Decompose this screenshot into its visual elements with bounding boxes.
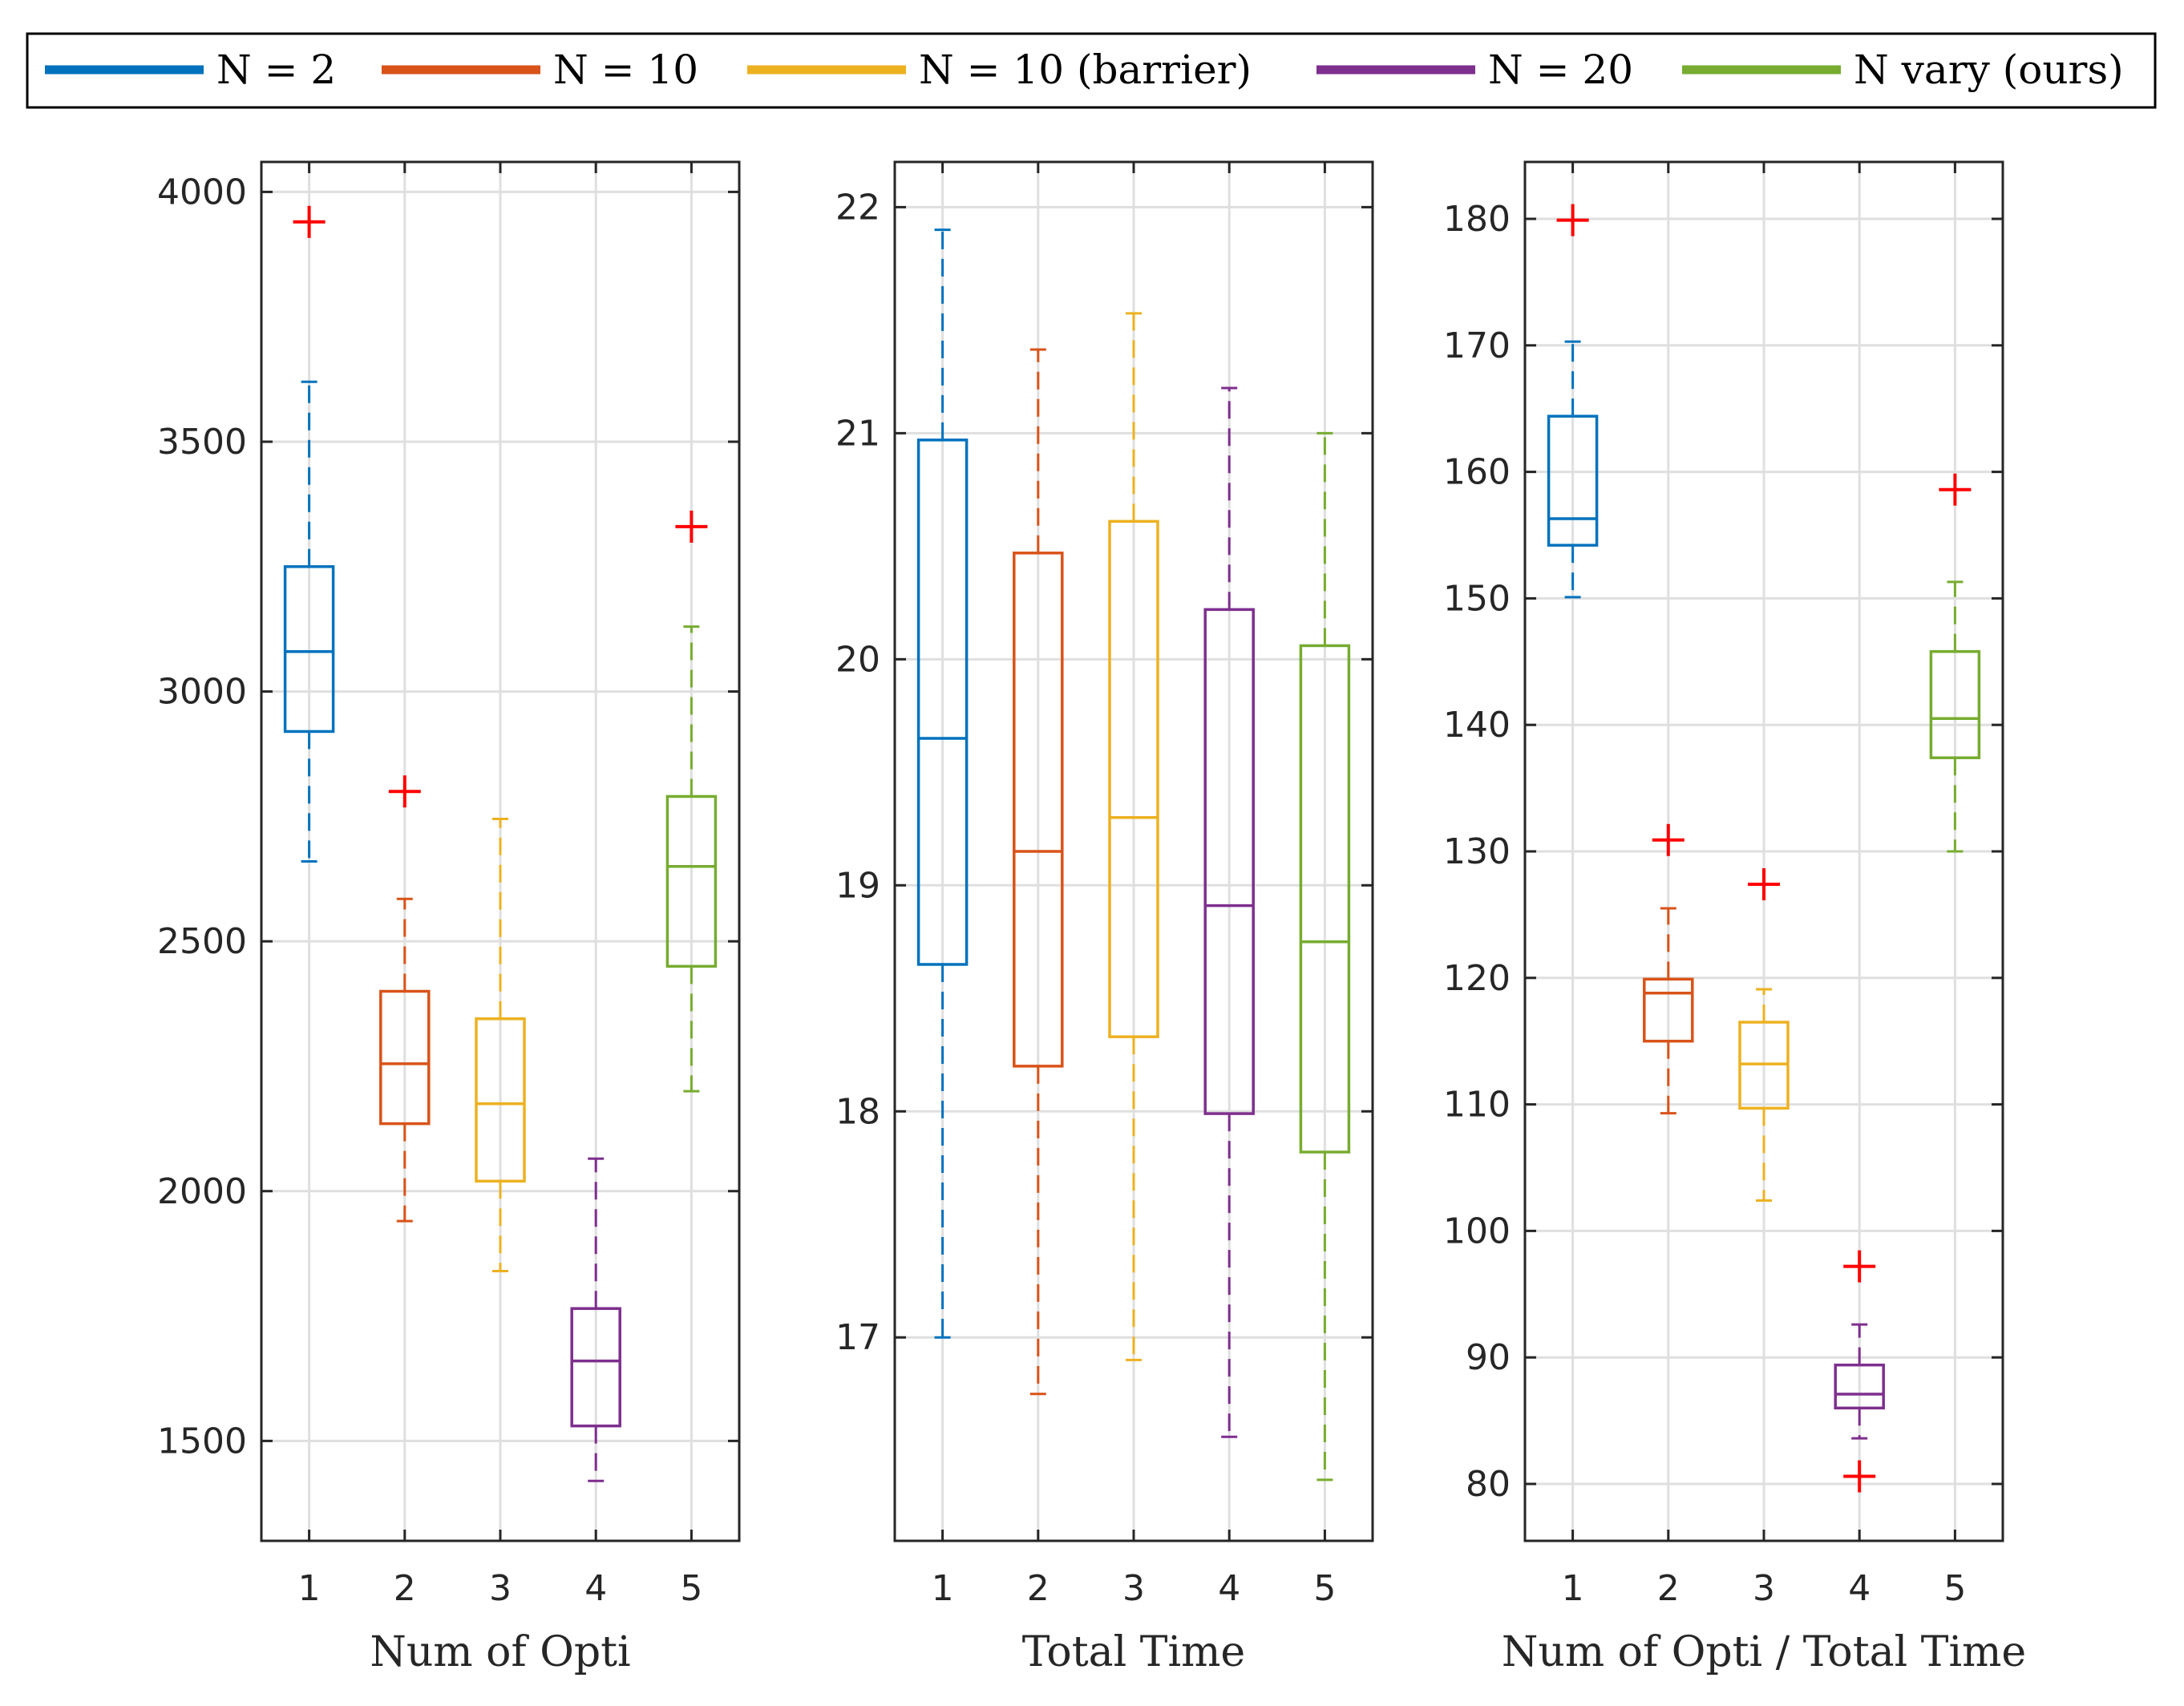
outlier-marker: [388, 775, 421, 808]
box-1: [283, 205, 335, 863]
box-1: [916, 228, 969, 1339]
outlier-marker: [675, 510, 708, 543]
y-tick-label: 19: [835, 865, 880, 906]
y-tick-label: 140: [1443, 705, 1511, 746]
panel-3: 80 90 100 110 120 130 140 150 160 170 180 1 2 3 4 5 Num …: [1443, 160, 2026, 1676]
y-tick-label: 110: [1443, 1085, 1511, 1126]
box-iqr: [1643, 977, 1694, 1043]
y-tick-label: 3000: [157, 672, 247, 713]
x-tick-label: 2: [1027, 1568, 1050, 1609]
panel-2: 17 18 19 20 21 22 1 2 3 4 5 Total Time: [835, 160, 1374, 1676]
box-iqr: [1203, 608, 1255, 1115]
x-tick-label: 2: [1657, 1568, 1680, 1609]
box-4: [1834, 1250, 1885, 1493]
box-iqr: [665, 794, 718, 968]
y-tick-label: 2500: [157, 921, 247, 962]
y-tick-label: 130: [1443, 831, 1511, 872]
y-tick-label: 4000: [157, 172, 247, 212]
box-iqr: [1013, 552, 1064, 1068]
box-2: [1013, 348, 1064, 1396]
outlier-marker: [1843, 1250, 1876, 1283]
box-iqr: [570, 1307, 621, 1428]
x-tick-label: 2: [394, 1568, 416, 1609]
legend-label-5: N vary (ours): [1854, 46, 2124, 93]
box-3: [1108, 312, 1159, 1361]
x-tick-label: 3: [1122, 1568, 1145, 1609]
y-tick-label: 160: [1443, 452, 1511, 493]
panel-1: 1500 2000 2500 3000 3500 4000 1 2 3 4 5 Num of Opti: [157, 160, 741, 1676]
box-2: [1643, 823, 1694, 1115]
x-tick-label: 4: [584, 1568, 607, 1609]
x-tick-label: 5: [1313, 1568, 1336, 1609]
box-3: [1738, 868, 1790, 1203]
y-tick-label: 17: [835, 1317, 880, 1358]
x-axis-title: Total Time: [1022, 1628, 1245, 1676]
y-tick-label: 170: [1443, 325, 1511, 366]
outlier-marker: [1939, 473, 1972, 506]
legend: N = 2 N = 10 N = 10 (barrier) N = 20 N vary …: [26, 32, 2157, 109]
outlier-marker: [1556, 204, 1589, 236]
y-tick-label: 18: [835, 1091, 880, 1132]
x-tick-label: 5: [1943, 1568, 1966, 1609]
box-5: [665, 510, 718, 1093]
chart-panels: 1500 2000 2500 3000 3500 4000 1 2 3 4 5 Num of Opti…: [157, 160, 2026, 1676]
box-5: [1929, 473, 1981, 853]
x-tick-label: 4: [1848, 1568, 1871, 1609]
y-tick-label: 90: [1466, 1337, 1511, 1378]
y-tick-label: 3500: [157, 422, 247, 463]
x-tick-label: 1: [298, 1568, 321, 1609]
outlier-marker: [1748, 868, 1780, 901]
y-tick-label: 22: [835, 187, 880, 228]
x-tick-label: 1: [1562, 1568, 1584, 1609]
y-tick-label: 1500: [157, 1421, 247, 1461]
box-iqr: [916, 439, 969, 966]
x-tick-label: 1: [932, 1568, 954, 1609]
outlier-marker: [1652, 823, 1685, 856]
x-axis-title: Num of Opti / Total Time: [1502, 1628, 2026, 1676]
box-iqr: [379, 989, 431, 1126]
box-iqr: [1299, 644, 1351, 1154]
y-tick-label: 120: [1443, 958, 1511, 999]
x-axis-title: Num of Opti: [370, 1628, 630, 1676]
outlier-marker: [1843, 1460, 1876, 1493]
y-tick-label: 80: [1466, 1464, 1511, 1505]
box-iqr: [1929, 649, 1981, 759]
y-tick-label: 150: [1443, 578, 1511, 619]
y-tick-label: 21: [835, 413, 880, 454]
box-iqr: [283, 565, 335, 734]
outlier-marker: [293, 205, 326, 238]
box-2: [379, 775, 431, 1223]
y-tick-label: 180: [1443, 199, 1511, 240]
x-tick-label: 3: [489, 1568, 512, 1609]
box-5: [1299, 431, 1351, 1482]
box-3: [475, 817, 526, 1272]
box-iqr: [1547, 414, 1599, 547]
box-iqr: [475, 1017, 526, 1183]
legend-label-4: N = 20: [1488, 46, 1633, 93]
x-tick-label: 3: [1753, 1568, 1775, 1609]
y-tick-label: 2000: [157, 1171, 247, 1212]
y-tick-label: 20: [835, 639, 880, 680]
legend-label-1: N = 2: [216, 46, 336, 93]
box-1: [1547, 204, 1599, 599]
box-4: [1203, 386, 1255, 1438]
x-tick-label: 4: [1218, 1568, 1240, 1609]
legend-label-3: N = 10 (barrier): [919, 46, 1252, 93]
box-iqr: [1108, 519, 1159, 1038]
box-4: [570, 1157, 621, 1482]
box-iqr: [1834, 1363, 1885, 1410]
y-tick-label: 100: [1443, 1211, 1511, 1251]
x-tick-label: 5: [680, 1568, 702, 1609]
legend-label-2: N = 10: [553, 46, 698, 93]
